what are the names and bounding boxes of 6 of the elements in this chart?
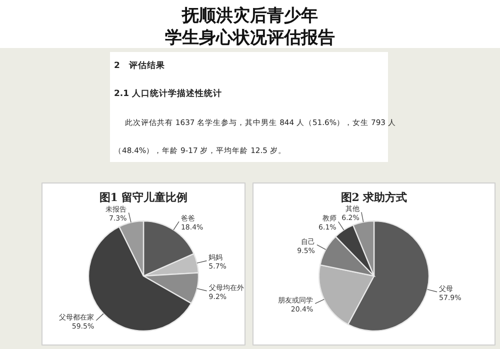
chart-title: 图1 留守儿童比例 [99, 191, 188, 204]
chart-title: 图2 求助方式 [340, 191, 408, 204]
text: 学生身心状况评估报告 [165, 28, 335, 48]
text: 2 评估结果 [114, 60, 166, 71]
text: 抚顺洪灾后青少年 [181, 6, 318, 26]
text: 2.1 人口统计学描述性统计 [114, 88, 222, 99]
